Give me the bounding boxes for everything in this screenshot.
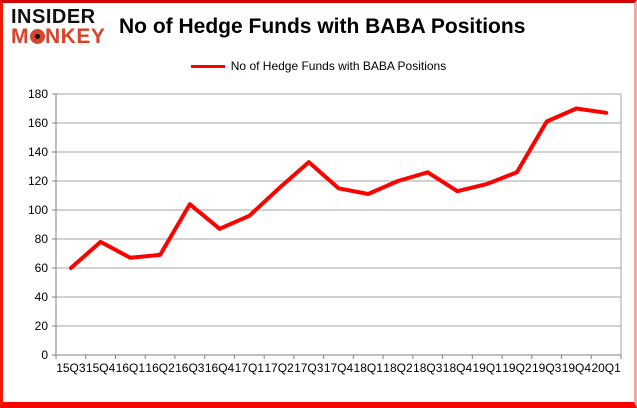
legend-label: No of Hedge Funds with BABA Positions xyxy=(230,59,447,73)
y-axis-label: 120 xyxy=(28,174,48,188)
x-axis-label: 16Q3 xyxy=(175,361,205,375)
chart-area: 0 20 40 60 80 100 120 140 160 180 15Q3 15Q4 16Q1 16Q2… xyxy=(3,83,634,385)
page-title: No of Hedge Funds with BABA Positions xyxy=(119,15,526,38)
x-axis-label: 19Q1 xyxy=(473,361,503,375)
monkey-face-icon xyxy=(29,29,45,45)
x-axis-label: 16Q1 xyxy=(116,361,146,375)
y-axis-label: 0 xyxy=(41,348,48,362)
logo-monkey-m: M xyxy=(11,25,29,49)
chart-legend: No of Hedge Funds with BABA Positions xyxy=(3,59,634,73)
x-axis-label: 19Q4 xyxy=(562,361,592,375)
x-axis-label: 17Q2 xyxy=(264,361,294,375)
series-line xyxy=(68,106,609,270)
x-axis-label: 18Q3 xyxy=(413,361,443,375)
x-axis-label: 15Q4 xyxy=(86,361,116,375)
insider-monkey-logo: INSIDER M NKEY xyxy=(11,6,121,49)
logo-monkey-text: M NKEY xyxy=(11,25,121,49)
x-axis-label: 19Q3 xyxy=(532,361,562,375)
x-axis-label: 18Q2 xyxy=(383,361,413,375)
positions-line-chart: 0 20 40 60 80 100 120 140 160 180 15Q3 15Q4 16Q1 16Q2… xyxy=(28,87,622,375)
y-axis-label: 80 xyxy=(35,232,49,246)
x-axis-label: 16Q4 xyxy=(205,361,235,375)
x-axis-label: 19Q2 xyxy=(502,361,532,375)
x-axis-label: 17Q4 xyxy=(324,361,354,375)
y-axis-label: 20 xyxy=(35,319,49,333)
y-axis-label: 140 xyxy=(28,145,48,159)
logo-insider-text: INSIDER xyxy=(11,6,96,28)
x-axis-label: 15Q3 xyxy=(56,361,86,375)
x-axis-label: 20Q1 xyxy=(591,361,621,375)
y-axis-label: 40 xyxy=(35,290,49,304)
x-axis-label: 17Q3 xyxy=(294,361,324,375)
y-axis-label: 60 xyxy=(35,261,49,275)
x-axis-label: 16Q2 xyxy=(145,361,175,375)
y-axis-label: 100 xyxy=(28,203,48,217)
legend-line-swatch xyxy=(190,64,225,68)
x-axis-label: 18Q4 xyxy=(443,361,473,375)
y-axis-label: 180 xyxy=(28,87,48,101)
logo-monkey-nkey: NKEY xyxy=(45,25,106,49)
y-axis-label: 160 xyxy=(28,116,48,130)
x-axis-label: 17Q1 xyxy=(235,361,265,375)
x-axis-label: 18Q1 xyxy=(354,361,384,375)
